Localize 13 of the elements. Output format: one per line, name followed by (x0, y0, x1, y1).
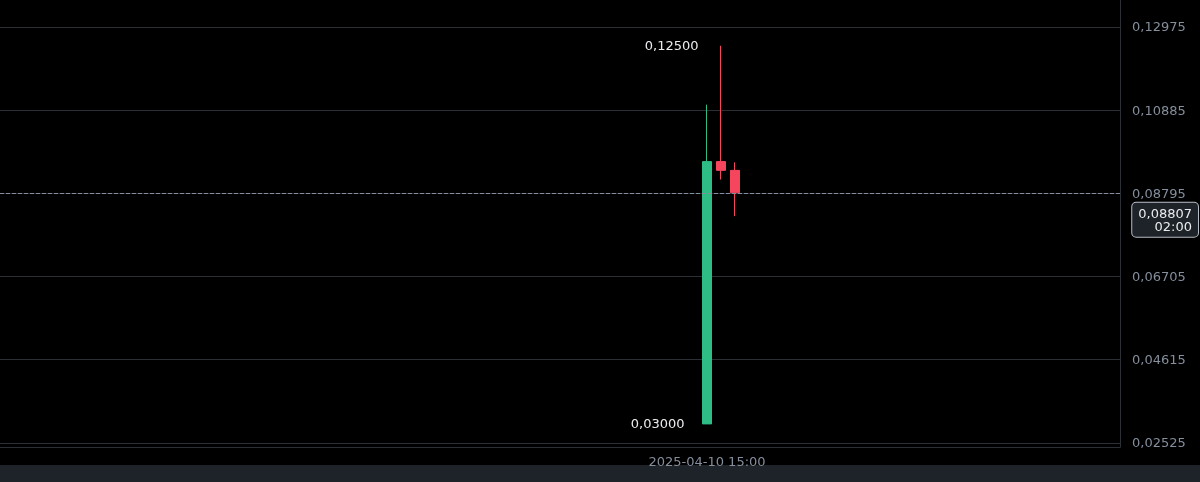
candlestick (730, 161, 740, 217)
y-tick-label: 0,02525 (1132, 435, 1186, 451)
y-tick-label: 0,08795 (1132, 185, 1186, 201)
ref-line-label: 0,08807 02:00 (1138, 205, 1192, 234)
y-tick-label: 0,06705 (1132, 268, 1186, 284)
y-tick-label: 0,12975 (1132, 19, 1186, 35)
y-tick-label: 0,04615 (1132, 352, 1186, 368)
candlestick (702, 104, 712, 425)
annotation: 0,03000 (630, 416, 685, 432)
annotation: 0,12500 (644, 38, 699, 54)
y-tick-label: 0,10885 (1132, 102, 1186, 118)
x-tick-label: 2025-04-10 15:00 (648, 454, 766, 469)
candlestick (716, 45, 726, 181)
